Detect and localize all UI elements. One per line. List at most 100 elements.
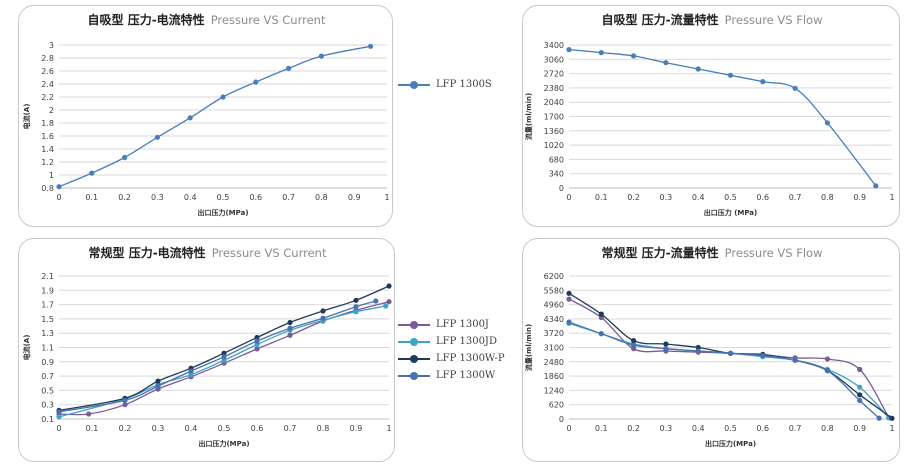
- data-point: [154, 134, 160, 140]
- y-tick-label: 1.9: [41, 286, 54, 295]
- series-line: [58, 45, 371, 188]
- legend-label: LFP 1300S: [436, 79, 492, 90]
- data-point: [220, 94, 226, 100]
- y-tick-label: 2.8: [41, 54, 54, 63]
- data-point: [631, 53, 637, 59]
- data-point: [56, 409, 62, 415]
- data-point: [889, 415, 895, 421]
- y-tick-label: 3720: [544, 329, 564, 338]
- data-point: [89, 170, 95, 176]
- y-tick-label: 2.2: [41, 93, 54, 102]
- x-tick-label: 1: [386, 424, 391, 433]
- data-point: [566, 290, 572, 296]
- data-point: [56, 184, 62, 190]
- y-tick-label: 1: [49, 171, 54, 180]
- legend-standard: LFP 1300J LFP 1300JD LFP 1300W-P LFP 1300W: [398, 316, 505, 384]
- y-tick-label: 0.1: [41, 415, 54, 424]
- x-tick-label: 0.3: [151, 193, 164, 202]
- data-point: [221, 350, 227, 356]
- chart-title: 常规型 压力-流量特性 Pressure VS Flow: [601, 245, 822, 260]
- data-point: [386, 299, 392, 305]
- x-tick-label: 1: [384, 193, 389, 202]
- chart-panel-standard-current: 常规型 压力-电流特性 Pressure VS Current 0.1 0.3 0.5 0…: [18, 238, 395, 462]
- data-point: [792, 357, 798, 363]
- data-point: [188, 368, 194, 374]
- data-point: [368, 43, 374, 49]
- x-tick-label: 0.9: [348, 193, 361, 202]
- legend-item: LFP 1300W: [398, 367, 505, 384]
- data-point: [86, 411, 92, 417]
- data-point: [286, 65, 292, 71]
- data-point: [598, 331, 604, 337]
- data-point: [353, 297, 359, 303]
- data-point: [287, 319, 293, 326]
- data-point: [857, 392, 863, 398]
- x-axis-label: 出口压力(MPa): [197, 208, 248, 217]
- data-point: [188, 372, 194, 378]
- y-tick-label: 2: [49, 106, 54, 115]
- data-point: [695, 66, 701, 72]
- legend-self-priming: LFP 1300S: [398, 76, 492, 93]
- data-point: [221, 354, 227, 360]
- x-tick-label: 0: [566, 193, 571, 202]
- legend-swatch: [398, 354, 430, 364]
- chart-title-en: Pressure VS Current: [211, 13, 326, 27]
- y-tick-label: 0: [559, 415, 564, 424]
- y-tick-label: 1.1: [41, 344, 54, 353]
- data-point: [221, 357, 227, 363]
- x-tick-label: 0.8: [821, 193, 834, 202]
- y-tick-label: 3400: [544, 41, 564, 50]
- chart-title-en: Pressure VS Flow: [725, 13, 823, 27]
- x-tick-label: 0.1: [86, 424, 99, 433]
- chart-panel-self-priming-current: 自吸型 压力-电流特性 Pressure VS Current 0.8 1 1.2 1.4…: [18, 5, 393, 227]
- data-point: [857, 397, 863, 404]
- data-point: [760, 353, 766, 359]
- x-tick-label: 0.7: [789, 193, 802, 202]
- x-tick-label: 0.3: [660, 193, 673, 202]
- legend-label: LFP 1300W-P: [436, 353, 505, 364]
- legend-swatch-marker: [410, 80, 418, 89]
- x-tick-label: 0.5: [724, 193, 737, 202]
- x-tick-label: 0.2: [118, 193, 131, 202]
- x-tick-label: 0.6: [756, 193, 769, 202]
- x-tick-label: 0.2: [119, 424, 132, 433]
- y-tick-label: 1.3: [41, 329, 54, 338]
- data-point: [254, 334, 260, 341]
- y-tick-label: 1.5: [41, 315, 54, 324]
- data-point: [287, 332, 293, 338]
- legend-label: LFP 1300W: [436, 370, 496, 381]
- x-tick-label: 0.8: [821, 424, 834, 433]
- y-tick-label: 2.1: [41, 272, 54, 281]
- data-point: [253, 79, 259, 85]
- data-point: [353, 304, 359, 310]
- x-tick-label: 0.1: [85, 193, 98, 202]
- data-point: [155, 383, 161, 389]
- y-tick-label: 4340: [544, 315, 564, 324]
- legend-swatch: [398, 80, 430, 90]
- x-tick-label: 0.5: [217, 193, 230, 202]
- series-line: [58, 305, 386, 418]
- y-tick-label: 2.4: [41, 80, 54, 89]
- data-point: [873, 183, 879, 189]
- chart-title-cn: 常规型 压力-流量特性: [601, 245, 718, 260]
- data-point: [383, 303, 389, 309]
- x-tick-label: 0.6: [249, 193, 262, 202]
- chart-svg-self-priming-current: 自吸型 压力-电流特性 Pressure VS Current 0.8 1 1.2 1.4…: [22, 12, 390, 217]
- data-point: [122, 402, 128, 408]
- data-point: [760, 79, 766, 85]
- data-point: [56, 414, 62, 420]
- chart-title-cn: 常规型 压力-电流特性: [89, 245, 206, 260]
- data-point: [727, 350, 734, 356]
- y-tick-label: 3060: [544, 55, 564, 64]
- y-tick-label: 1.8: [41, 119, 54, 128]
- legend-item: LFP 1300S: [398, 76, 492, 93]
- series-line: [568, 48, 877, 187]
- x-tick-label: 0.1: [595, 424, 608, 433]
- y-tick-label: 3: [49, 41, 54, 50]
- y-tick-label: 1020: [544, 141, 564, 150]
- y-tick-label: 3100: [544, 344, 564, 353]
- series-line: [568, 321, 880, 419]
- x-tick-label: 0.2: [627, 424, 640, 433]
- y-tick-label: 4960: [544, 301, 564, 310]
- y-tick-label: 0.3: [41, 401, 54, 410]
